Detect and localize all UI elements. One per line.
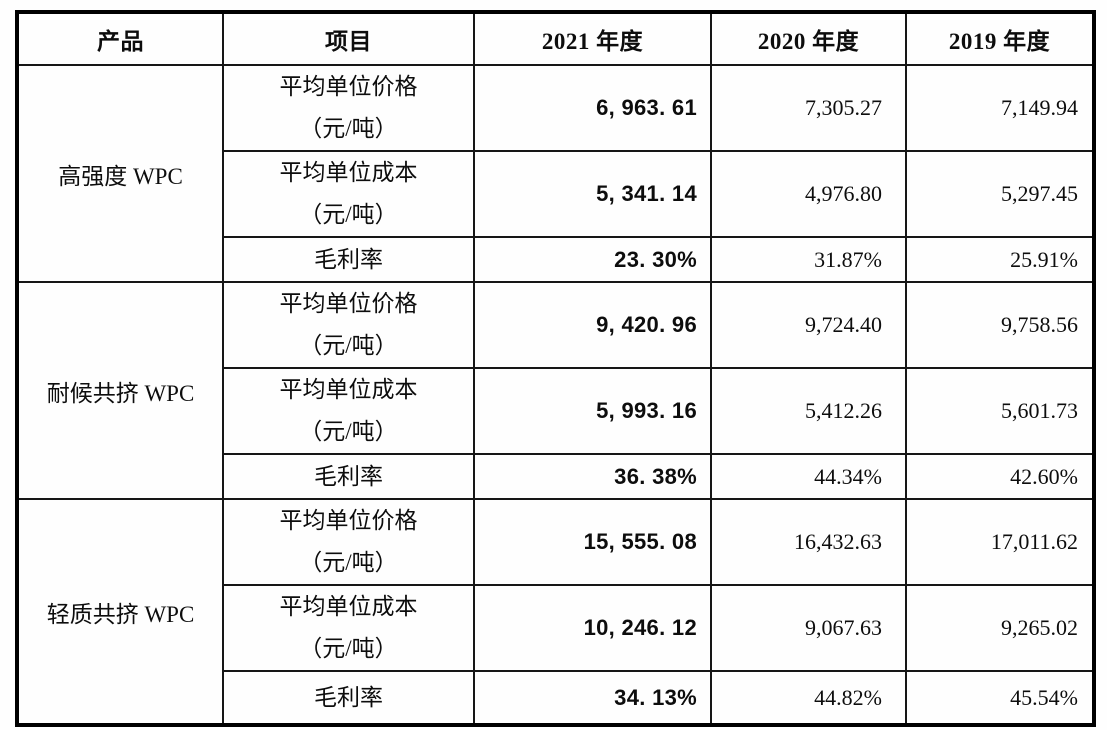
table-header-row: 产品 项目 2021 年度 2020 年度 2019 年度 xyxy=(16,11,1095,66)
col-header-2021: 2021 年度 xyxy=(473,11,712,66)
value-cell-2020: 9,067.63 xyxy=(710,584,907,672)
value-cell-2019: 5,297.45 xyxy=(905,150,1095,238)
value-cell-2019: 9,758.56 xyxy=(905,281,1095,369)
table-row: 耐候共挤 WPC 平均单位价格 （元/吨） 9, 420. 96 9,724.4… xyxy=(16,281,1095,500)
value-cell-2019: 7,149.94 xyxy=(905,64,1095,152)
col-header-product: 产品 xyxy=(16,11,224,66)
product-cell-high-strength-wpc: 高强度 WPC xyxy=(16,64,224,283)
item-cell: 平均单位成本 （元/吨） xyxy=(222,150,475,238)
item-cell: 平均单位成本 （元/吨） xyxy=(222,367,475,455)
value-cell-2020: 5,412.26 xyxy=(710,367,907,455)
value-cell-2021: 5, 993. 16 xyxy=(473,367,712,455)
value-cell-2019: 42.60% xyxy=(905,453,1095,500)
table-row: 毛利率 36. 38% 44.34% 42.60% xyxy=(17,453,1095,500)
value-cell-2021: 15, 555. 08 xyxy=(473,498,712,586)
value-cell-2019: 45.54% xyxy=(905,670,1095,726)
value-cell-2020: 16,432.63 xyxy=(710,498,907,586)
col-header-item: 项目 xyxy=(222,11,475,66)
value-cell-2021: 6, 963. 61 xyxy=(473,64,712,152)
value-cell-2020: 31.87% xyxy=(710,236,907,283)
item-cell: 平均单位价格 （元/吨） xyxy=(222,498,475,586)
value-cell-2020: 44.34% xyxy=(710,453,907,500)
value-cell-2020: 9,724.40 xyxy=(710,281,907,369)
item-cell: 毛利率 xyxy=(222,453,475,500)
item-cell: 毛利率 xyxy=(222,670,475,726)
value-cell-2020: 44.82% xyxy=(710,670,907,726)
value-cell-2021: 34. 13% xyxy=(473,670,712,726)
product-cell-lightweight-coextruded-wpc: 轻质共挤 WPC xyxy=(16,498,224,726)
table-row: 毛利率 23. 30% 31.87% 25.91% xyxy=(17,236,1095,283)
table-row: 毛利率 34. 13% 44.82% 45.54% xyxy=(17,670,1095,726)
value-cell-2021: 36. 38% xyxy=(473,453,712,500)
value-cell-2021: 9, 420. 96 xyxy=(473,281,712,369)
value-cell-2019: 9,265.02 xyxy=(905,584,1095,672)
value-cell-2019: 25.91% xyxy=(905,236,1095,283)
item-cell: 平均单位价格 （元/吨） xyxy=(222,281,475,369)
value-cell-2021: 10, 246. 12 xyxy=(473,584,712,672)
item-cell: 平均单位成本 （元/吨） xyxy=(222,584,475,672)
value-cell-2021: 5, 341. 14 xyxy=(473,150,712,238)
table-row: 平均单位成本 （元/吨） 10, 246. 12 9,067.63 9,265.… xyxy=(17,584,1095,672)
value-cell-2019: 5,601.73 xyxy=(905,367,1095,455)
product-cell-weather-resistant-coextruded-wpc: 耐候共挤 WPC xyxy=(16,281,224,500)
value-cell-2020: 7,305.27 xyxy=(710,64,907,152)
value-cell-2021: 23. 30% xyxy=(473,236,712,283)
item-cell: 平均单位价格 （元/吨） xyxy=(222,64,475,152)
table-row: 高强度 WPC 平均单位价格 （元/吨） 6, 963. 61 7,305.27… xyxy=(16,64,1095,283)
table-row: 平均单位成本 （元/吨） 5, 341. 14 4,976.80 5,297.4… xyxy=(17,150,1095,238)
value-cell-2019: 17,011.62 xyxy=(905,498,1095,586)
col-header-2019: 2019 年度 xyxy=(905,11,1095,66)
col-header-2020: 2020 年度 xyxy=(710,11,907,66)
unit-price-cost-margin-table: 产品 项目 2021 年度 2020 年度 2019 年度 高强度 WPC 平均… xyxy=(15,10,1096,727)
table-row: 轻质共挤 WPC 平均单位价格 （元/吨） 15, 555. 08 16,432… xyxy=(16,498,1095,726)
value-cell-2020: 4,976.80 xyxy=(710,150,907,238)
item-cell: 毛利率 xyxy=(222,236,475,283)
table-row: 平均单位成本 （元/吨） 5, 993. 16 5,412.26 5,601.7… xyxy=(17,367,1095,455)
